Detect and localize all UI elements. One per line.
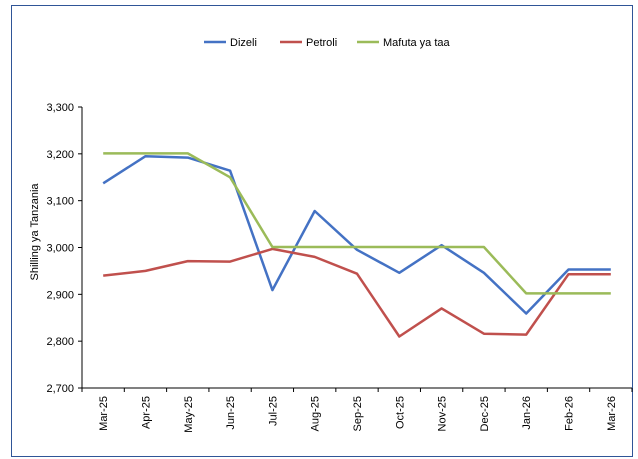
x-tick-label: Aug-25 [310, 396, 322, 431]
legend-label: Mafuta ya taa [383, 37, 451, 49]
x-tick-label: Jun-25 [225, 396, 237, 430]
x-tick-label: May-25 [183, 396, 195, 433]
x-tick-label: Apr-25 [140, 396, 152, 429]
y-axis-title: Shilling ya Tanzania [29, 183, 41, 281]
legend-label: Dizeli [230, 37, 257, 49]
y-axis: 2,700 2,800 2,900 3,000 3,100 3,200 3,300 [46, 102, 83, 395]
y-tick-label: 3,300 [46, 102, 74, 114]
x-tick-label: Dec-25 [479, 396, 491, 431]
y-tick-label: 3,100 [46, 196, 74, 208]
x-tick-label: Oct-25 [394, 396, 406, 429]
series-lines [102, 152, 611, 338]
x-tick-label: Jul-25 [267, 396, 279, 426]
x-tick-label: Feb-26 [564, 396, 576, 431]
series-line-petroli [103, 247, 611, 338]
chart-frame [11, 5, 633, 457]
chart-legend: Dizeli Petroli Mafuta ya taa [204, 37, 451, 49]
y-tick-label: 3,200 [46, 149, 74, 161]
x-tick-label: Nov-25 [437, 396, 449, 431]
y-tick-label: 2,700 [46, 383, 74, 395]
y-tick-label: 2,800 [46, 336, 74, 348]
x-tick-label: Mar-25 [98, 396, 110, 431]
series-line-dizeli [102, 154, 611, 315]
x-axis: Mar-25 Apr-25 May-25 Jun-25 Jul-25 Aug-25 Sep-… [81, 387, 633, 433]
x-tick-label: Mar-26 [606, 396, 618, 431]
x-tick-label: Jan-26 [521, 396, 533, 430]
series-line-mafuta-ya-taa [103, 152, 611, 295]
x-tick-label: Sep-25 [352, 396, 364, 431]
y-tick-label: 2,900 [46, 289, 74, 301]
legend-label: Petroli [306, 37, 337, 49]
y-tick-label: 3,000 [46, 243, 74, 255]
